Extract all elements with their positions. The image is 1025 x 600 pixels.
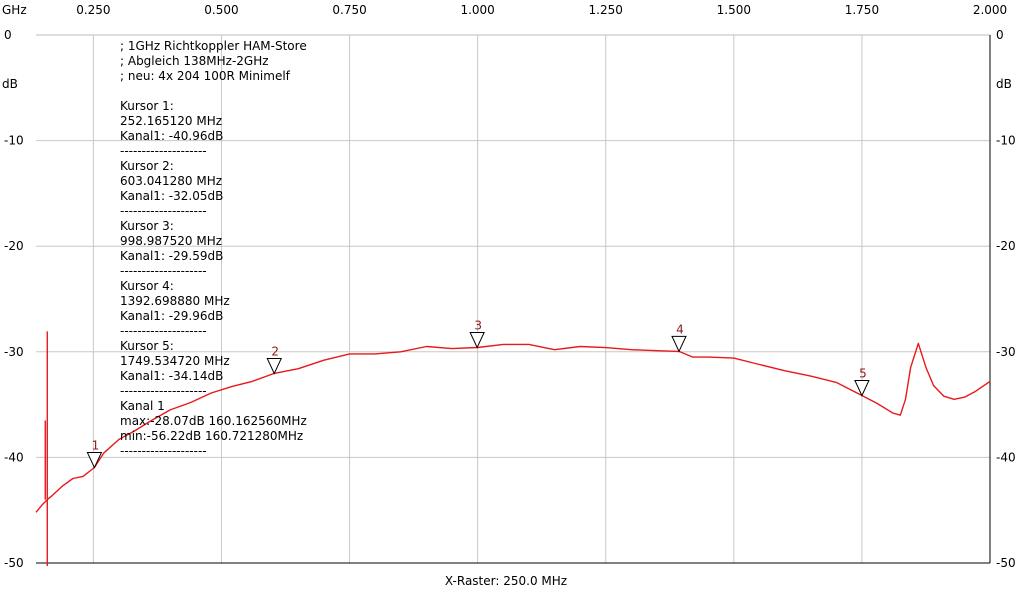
cursor-marker-label: 4 xyxy=(676,322,684,336)
x-tick-label: 0.250 xyxy=(76,3,110,17)
annotation-line: Kanal1: -34.14dB xyxy=(120,369,223,383)
trace-layer xyxy=(35,331,991,566)
annotation-line: max:-28.07dB 160.162560MHz xyxy=(120,414,307,428)
x-tick-label: 1.750 xyxy=(845,3,879,17)
y-tick-label-left: -20 xyxy=(4,239,24,253)
annotation-line: Kursor 2: xyxy=(120,159,174,173)
y-tick-label-right: -20 xyxy=(996,239,1016,253)
grid-layer xyxy=(36,35,990,563)
annotation-line: -------------------- xyxy=(120,264,207,278)
annotation-line: 603.041280 MHz xyxy=(120,174,222,188)
annotation-line: -------------------- xyxy=(120,144,207,158)
y-tick-label-right: -40 xyxy=(996,450,1016,464)
y-tick-label-left: -40 xyxy=(4,450,24,464)
annotation-line: Kanal1: -40.96dB xyxy=(120,129,223,143)
annotation-line: ; 1GHz Richtkoppler HAM-Store xyxy=(120,39,307,53)
annotation-line: -------------------- xyxy=(120,384,207,398)
plot-frame xyxy=(36,34,991,564)
cursor-marker xyxy=(469,331,485,349)
cursor-marker xyxy=(671,335,687,353)
y-tick-label-right: 0 xyxy=(996,28,1004,42)
annotation-line: ; neu: 4x 204 100R Minimelf xyxy=(120,69,291,83)
x-tick-label: 1.250 xyxy=(589,3,623,17)
annotation-line: 252.165120 MHz xyxy=(120,114,222,128)
annotation-line: Kanal 1 xyxy=(120,399,165,413)
annotation-line: min:-56.22dB 160.721280MHz xyxy=(120,429,303,443)
x-tick-label: 1.500 xyxy=(717,3,751,17)
annotation-line: Kursor 3: xyxy=(120,219,174,233)
x-unit-label: GHz xyxy=(2,3,27,17)
x-tick-label: 2.000 xyxy=(973,3,1007,17)
y-unit-label-left: dB xyxy=(2,77,18,91)
x-axis-label: X-Raster: 250.0 MHz xyxy=(445,574,567,588)
cursor-marker-label: 3 xyxy=(474,318,482,332)
annotation-line: 998.987520 MHz xyxy=(120,234,222,248)
x-tick-label: 0.750 xyxy=(332,3,366,17)
cursor-marker xyxy=(854,380,870,397)
y-tick-label-left: -30 xyxy=(4,345,24,359)
x-tick-label: 1.000 xyxy=(460,3,494,17)
annotation-line: ; Abgleich 138MHz-2GHz xyxy=(120,54,269,68)
annotation-block: ; 1GHz Richtkoppler HAM-Store; Abgleich … xyxy=(120,39,307,458)
annotation-line: -------------------- xyxy=(120,204,207,218)
annotation-line: Kursor 5: xyxy=(120,339,174,353)
y-tick-label-right: -50 xyxy=(996,556,1016,570)
trace-kanal1 xyxy=(35,342,991,513)
y-tick-label-left: -50 xyxy=(4,556,24,570)
y-tick-label-left: 0 xyxy=(4,28,12,42)
annotation-line: Kursor 4: xyxy=(120,279,174,293)
cursor-marker-label: 2 xyxy=(271,344,279,358)
y-tick-label-right: -10 xyxy=(996,134,1016,148)
annotation-line: 1392.698880 MHz xyxy=(120,294,230,308)
annotation-line: -------------------- xyxy=(120,324,207,338)
y-tick-label-right: -30 xyxy=(996,345,1016,359)
annotation-line: Kanal1: -32.05dB xyxy=(120,189,223,203)
tick-label-layer: 0.250 0.500 0.750 1.000 1.250 1.500 1.750 2.000… xyxy=(4,3,1016,570)
x-tick-label: 0.500 xyxy=(204,3,238,17)
y-tick-label-left: -10 xyxy=(4,134,24,148)
annotation-line: Kursor 1: xyxy=(120,99,174,113)
cursor-marker-label: 1 xyxy=(92,439,100,453)
cursor-marker xyxy=(86,452,103,469)
annotation-line: Kanal1: -29.96dB xyxy=(120,309,223,323)
annotation-line: 1749.534720 MHz xyxy=(120,354,230,368)
annotation-line: -------------------- xyxy=(120,444,207,458)
marker-layer: 1 2 3 4 5 xyxy=(86,318,870,469)
annotation-line: Kanal1: -29.59dB xyxy=(120,249,223,263)
y-unit-label-right: dB xyxy=(996,77,1012,91)
cursor-marker xyxy=(266,357,283,375)
cursor-marker-label: 5 xyxy=(859,367,867,381)
